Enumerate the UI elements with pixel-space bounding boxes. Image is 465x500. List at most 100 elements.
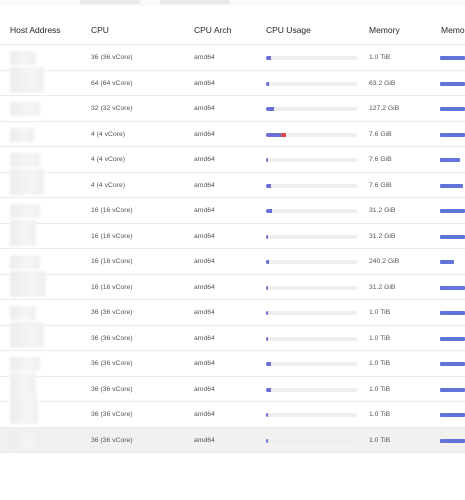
memory-usage-bar xyxy=(440,438,465,443)
cpu-usage-fill xyxy=(266,387,271,392)
memory-usage-bar xyxy=(440,158,460,162)
table-row[interactable]: 16 (16 vCore) amd64 31.2 GiB xyxy=(0,270,465,300)
cpu-arch-cell: amd64 xyxy=(194,258,215,265)
column-header-memory[interactable]: Memory xyxy=(369,25,400,35)
host-address-redacted[interactable] xyxy=(10,66,44,93)
cpu-usage-bar xyxy=(266,234,357,239)
memory-cell: 1.0 TiB xyxy=(369,436,391,444)
memory-usage-bar xyxy=(440,132,465,137)
table-row[interactable]: 36 (36 vCore) amd64 1.0 TiB xyxy=(0,398,465,428)
cpu-arch-cell: amd64 xyxy=(194,156,215,163)
column-header-host-address[interactable]: Host Address xyxy=(10,25,61,35)
memory-cell: 7.6 GiB xyxy=(369,156,392,163)
memory-usage-bar xyxy=(440,56,465,60)
faint-tab[interactable] xyxy=(160,0,230,4)
table-row[interactable]: 36 (36 vCore) amd64 1.0 TiB xyxy=(0,351,465,377)
table-row[interactable]: 16 (16 vCore) amd64 31.2 GiB xyxy=(0,219,465,249)
top-tab-strip xyxy=(0,0,465,6)
table-row[interactable]: 4 (4 vCore) amd64 7.6 GiB xyxy=(0,122,465,147)
cpu-arch-cell: amd64 xyxy=(194,334,215,342)
memory-usage-bar xyxy=(440,107,465,111)
host-address-redacted[interactable] xyxy=(10,321,44,348)
table-row[interactable]: 36 (36 vCore) amd64 1.0 TiB xyxy=(0,45,465,71)
cpu-usage-bar xyxy=(266,413,357,417)
table-row[interactable]: 36 (36 vCore) amd64 1.0 TiB xyxy=(0,372,465,402)
memory-cell: 31.2 GiB xyxy=(369,207,396,214)
table-row[interactable]: 36 (36 vCore) amd64 1.0 TiB xyxy=(0,427,465,453)
memory-cell: 31.2 GiB xyxy=(369,232,396,240)
cpu-cell: 36 (36 vCore) xyxy=(91,436,133,444)
cpu-arch-cell: amd64 xyxy=(194,385,215,393)
cpu-usage-fill xyxy=(266,158,268,162)
cpu-usage-bar xyxy=(266,311,357,315)
cpu-usage-fill xyxy=(266,260,269,264)
cpu-arch-cell: amd64 xyxy=(194,79,215,87)
host-address-redacted[interactable] xyxy=(10,102,40,116)
host-address-redacted[interactable] xyxy=(10,270,46,297)
cpu-cell: 36 (36 vCore) xyxy=(91,334,133,342)
faint-tab[interactable] xyxy=(80,0,140,4)
cpu-usage-fill xyxy=(266,362,272,366)
host-address-redacted[interactable] xyxy=(10,306,36,320)
cpu-usage-fill xyxy=(266,336,268,341)
column-header-cpu-arch[interactable]: CPU Arch xyxy=(194,25,232,35)
memory-usage-bar xyxy=(440,362,465,366)
cpu-usage-bar xyxy=(266,209,357,213)
table-row[interactable]: 64 (64 vCore) amd64 63.2 GiB xyxy=(0,66,465,96)
cpu-usage-bar xyxy=(266,158,357,162)
memory-usage-bar xyxy=(440,260,454,264)
cpu-cell: 4 (4 vCore) xyxy=(91,181,125,189)
host-address-redacted[interactable] xyxy=(10,255,40,269)
host-address-redacted[interactable] xyxy=(10,398,38,424)
cpu-usage-bar xyxy=(266,183,357,188)
table-row[interactable]: 32 (32 vCore) amd64 127.2 GiB xyxy=(0,96,465,122)
column-header-cpu[interactable]: CPU xyxy=(91,25,109,35)
cpu-cell: 16 (16 vCore) xyxy=(91,232,133,240)
cpu-usage-fill xyxy=(266,413,268,417)
cpu-arch-cell: amd64 xyxy=(194,207,215,214)
host-address-redacted[interactable] xyxy=(10,153,40,167)
column-header-memory-usage[interactable]: Memo xyxy=(441,25,465,35)
cpu-cell: 36 (36 vCore) xyxy=(91,360,133,367)
memory-usage-bar xyxy=(440,183,463,188)
table-row[interactable]: 4 (4 vCore) amd64 7.6 GiB xyxy=(0,168,465,198)
memory-cell: 1.0 TiB xyxy=(369,411,391,418)
host-address-redacted[interactable] xyxy=(10,433,40,448)
cpu-usage-fill xyxy=(266,438,268,443)
memory-usage-bar xyxy=(440,413,465,417)
cpu-usage-fill xyxy=(266,81,269,86)
table-header: Host Address CPU CPU Arch CPU Usage Memo… xyxy=(0,18,465,45)
column-header-cpu-usage[interactable]: CPU Usage xyxy=(266,25,311,35)
table-row[interactable]: 16 (16 vCore) amd64 240.2 GiB xyxy=(0,249,465,275)
cpu-arch-cell: amd64 xyxy=(194,130,215,138)
host-address-redacted[interactable] xyxy=(10,127,34,142)
memory-cell: 31.2 GiB xyxy=(369,283,396,291)
cpu-cell: 36 (36 vCore) xyxy=(91,54,133,61)
table-row[interactable]: 4 (4 vCore) amd64 7.6 GiB xyxy=(0,147,465,173)
table-row[interactable]: 36 (36 vCore) amd64 1.0 TiB xyxy=(0,321,465,351)
host-address-redacted[interactable] xyxy=(10,372,36,399)
host-address-redacted[interactable] xyxy=(10,219,36,246)
host-address-redacted[interactable] xyxy=(10,357,40,371)
cpu-usage-bar xyxy=(266,260,357,264)
cpu-usage-bar xyxy=(266,132,357,137)
cpu-usage-bar xyxy=(266,387,357,392)
memory-cell: 7.6 GiB xyxy=(369,130,392,138)
memory-cell: 127.2 GiB xyxy=(369,105,400,112)
cpu-usage-fill xyxy=(266,56,271,60)
cpu-usage-fill xyxy=(266,311,268,315)
table-row[interactable]: 36 (36 vCore) amd64 1.0 TiB xyxy=(0,300,465,326)
cpu-cell: 64 (64 vCore) xyxy=(91,79,133,87)
table-row[interactable]: 16 (16 vCore) amd64 31.2 GiB xyxy=(0,198,465,224)
cpu-usage-bar xyxy=(266,362,357,366)
host-address-redacted[interactable] xyxy=(10,51,36,65)
host-address-redacted[interactable] xyxy=(10,204,40,218)
cpu-cell: 16 (16 vCore) xyxy=(91,258,133,265)
cpu-cell: 36 (36 vCore) xyxy=(91,411,133,418)
cpu-arch-cell: amd64 xyxy=(194,54,215,61)
memory-usage-bar xyxy=(440,336,465,341)
cpu-cell: 36 (36 vCore) xyxy=(91,309,133,316)
host-address-redacted[interactable] xyxy=(10,168,44,195)
cpu-arch-cell: amd64 xyxy=(194,283,215,291)
cpu-arch-cell: amd64 xyxy=(194,411,215,418)
